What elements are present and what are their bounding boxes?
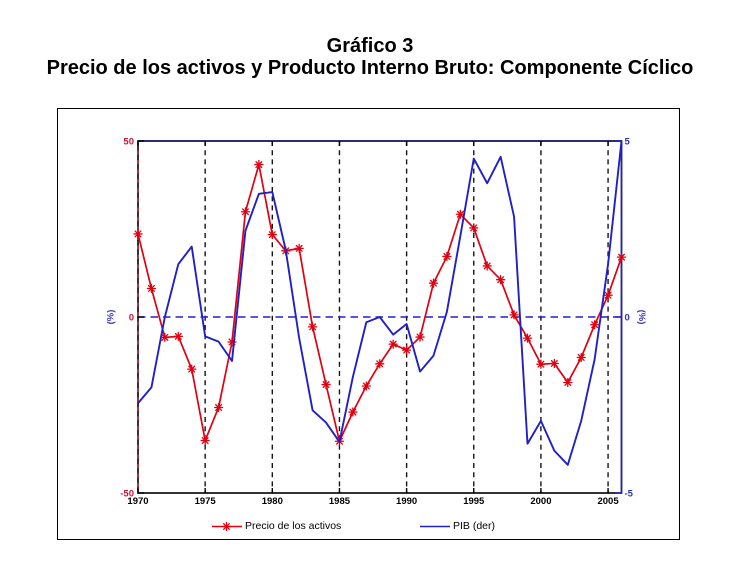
svg-text:1995: 1995 bbox=[463, 496, 485, 507]
figure-title-line1: Gráfico 3 bbox=[326, 35, 414, 57]
legend-red-line-asterisk-icon bbox=[212, 522, 242, 531]
svg-text:1990: 1990 bbox=[396, 496, 417, 507]
legend-label-precio: Precio de los activos bbox=[245, 520, 342, 532]
svg-text:1970: 1970 bbox=[127, 496, 148, 507]
svg-text:1985: 1985 bbox=[329, 496, 351, 507]
legend-item-pib-der: PIB (der) bbox=[419, 519, 539, 534]
chart-legend: Precio de los activos PIB (der) bbox=[0, 519, 746, 535]
svg-text:(%): (%) bbox=[106, 310, 117, 325]
figure-title: Gráfico 3 Precio de los activos y Produc… bbox=[0, 35, 740, 79]
svg-text:-5: -5 bbox=[625, 489, 634, 500]
legend-blue-line-icon bbox=[420, 525, 450, 528]
svg-text:-50: -50 bbox=[120, 489, 134, 500]
svg-text:50: 50 bbox=[123, 137, 134, 148]
svg-text:1980: 1980 bbox=[262, 496, 283, 507]
svg-text:1975: 1975 bbox=[195, 496, 217, 507]
svg-text:2000: 2000 bbox=[530, 496, 551, 507]
figure-title-line2: Precio de los activos y Producto Interno… bbox=[46, 57, 694, 79]
svg-text:5: 5 bbox=[625, 137, 631, 148]
legend-item-precio-de-los-activos: Precio de los activos bbox=[211, 519, 391, 534]
svg-text:(%): (%) bbox=[636, 310, 647, 325]
legend-label-pib: PIB (der) bbox=[453, 520, 496, 532]
svg-text:2005: 2005 bbox=[597, 496, 619, 507]
svg-text:0: 0 bbox=[129, 313, 134, 324]
svg-text:0: 0 bbox=[625, 313, 630, 324]
